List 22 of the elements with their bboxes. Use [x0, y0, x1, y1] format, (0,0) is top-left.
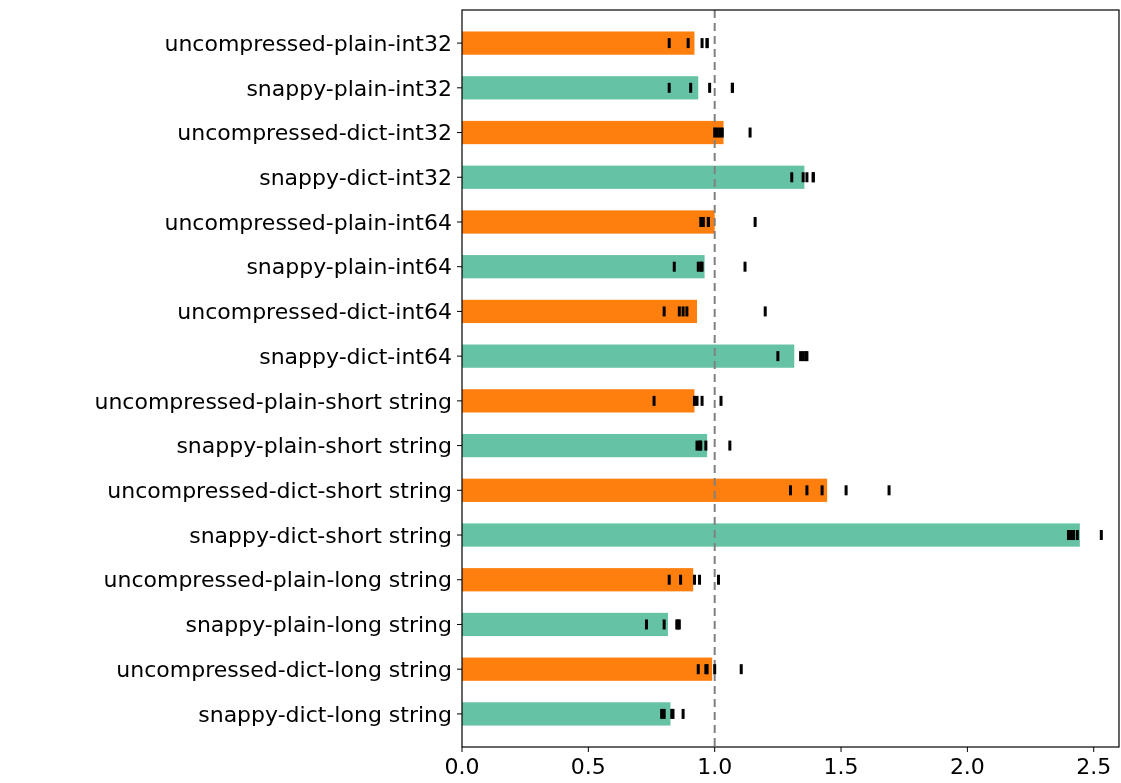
- y-tick-label: uncompressed-dict-int32: [177, 120, 452, 146]
- y-tick-label: snappy-plain-long string: [185, 612, 452, 638]
- y-tick-label: uncompressed-dict-int64: [177, 299, 452, 325]
- y-tick-label: snappy-dict-long string: [198, 701, 452, 727]
- y-tick-label: uncompressed-plain-short string: [94, 388, 452, 414]
- y-tick-label: snappy-dict-short string: [189, 522, 452, 548]
- y-tick-label: snappy-dict-int32: [259, 164, 452, 190]
- y-tick-label: snappy-plain-short string: [176, 433, 452, 459]
- y-tick-label: uncompressed-dict-long string: [116, 656, 452, 682]
- y-tick-label: uncompressed-dict-short string: [107, 478, 452, 503]
- x-tick-label: 2.5: [1076, 754, 1112, 779]
- x-tick-label: 0.0: [444, 754, 480, 779]
- y-tick-label: uncompressed-plain-int64: [164, 209, 452, 235]
- x-tick-label: 0.5: [570, 754, 606, 779]
- x-tick-label: 1.5: [823, 754, 859, 779]
- y-tick-label: uncompressed-plain-int32: [164, 30, 452, 56]
- x-tick-label: 1.0: [697, 754, 733, 779]
- y-tick-label: snappy-plain-int32: [246, 75, 452, 101]
- y-tick-label: snappy-plain-int64: [246, 254, 452, 280]
- y-tick-label: uncompressed-plain-long string: [103, 567, 452, 593]
- y-tick-label: snappy-dict-int64: [259, 343, 452, 369]
- x-tick-label: 2.0: [949, 754, 985, 779]
